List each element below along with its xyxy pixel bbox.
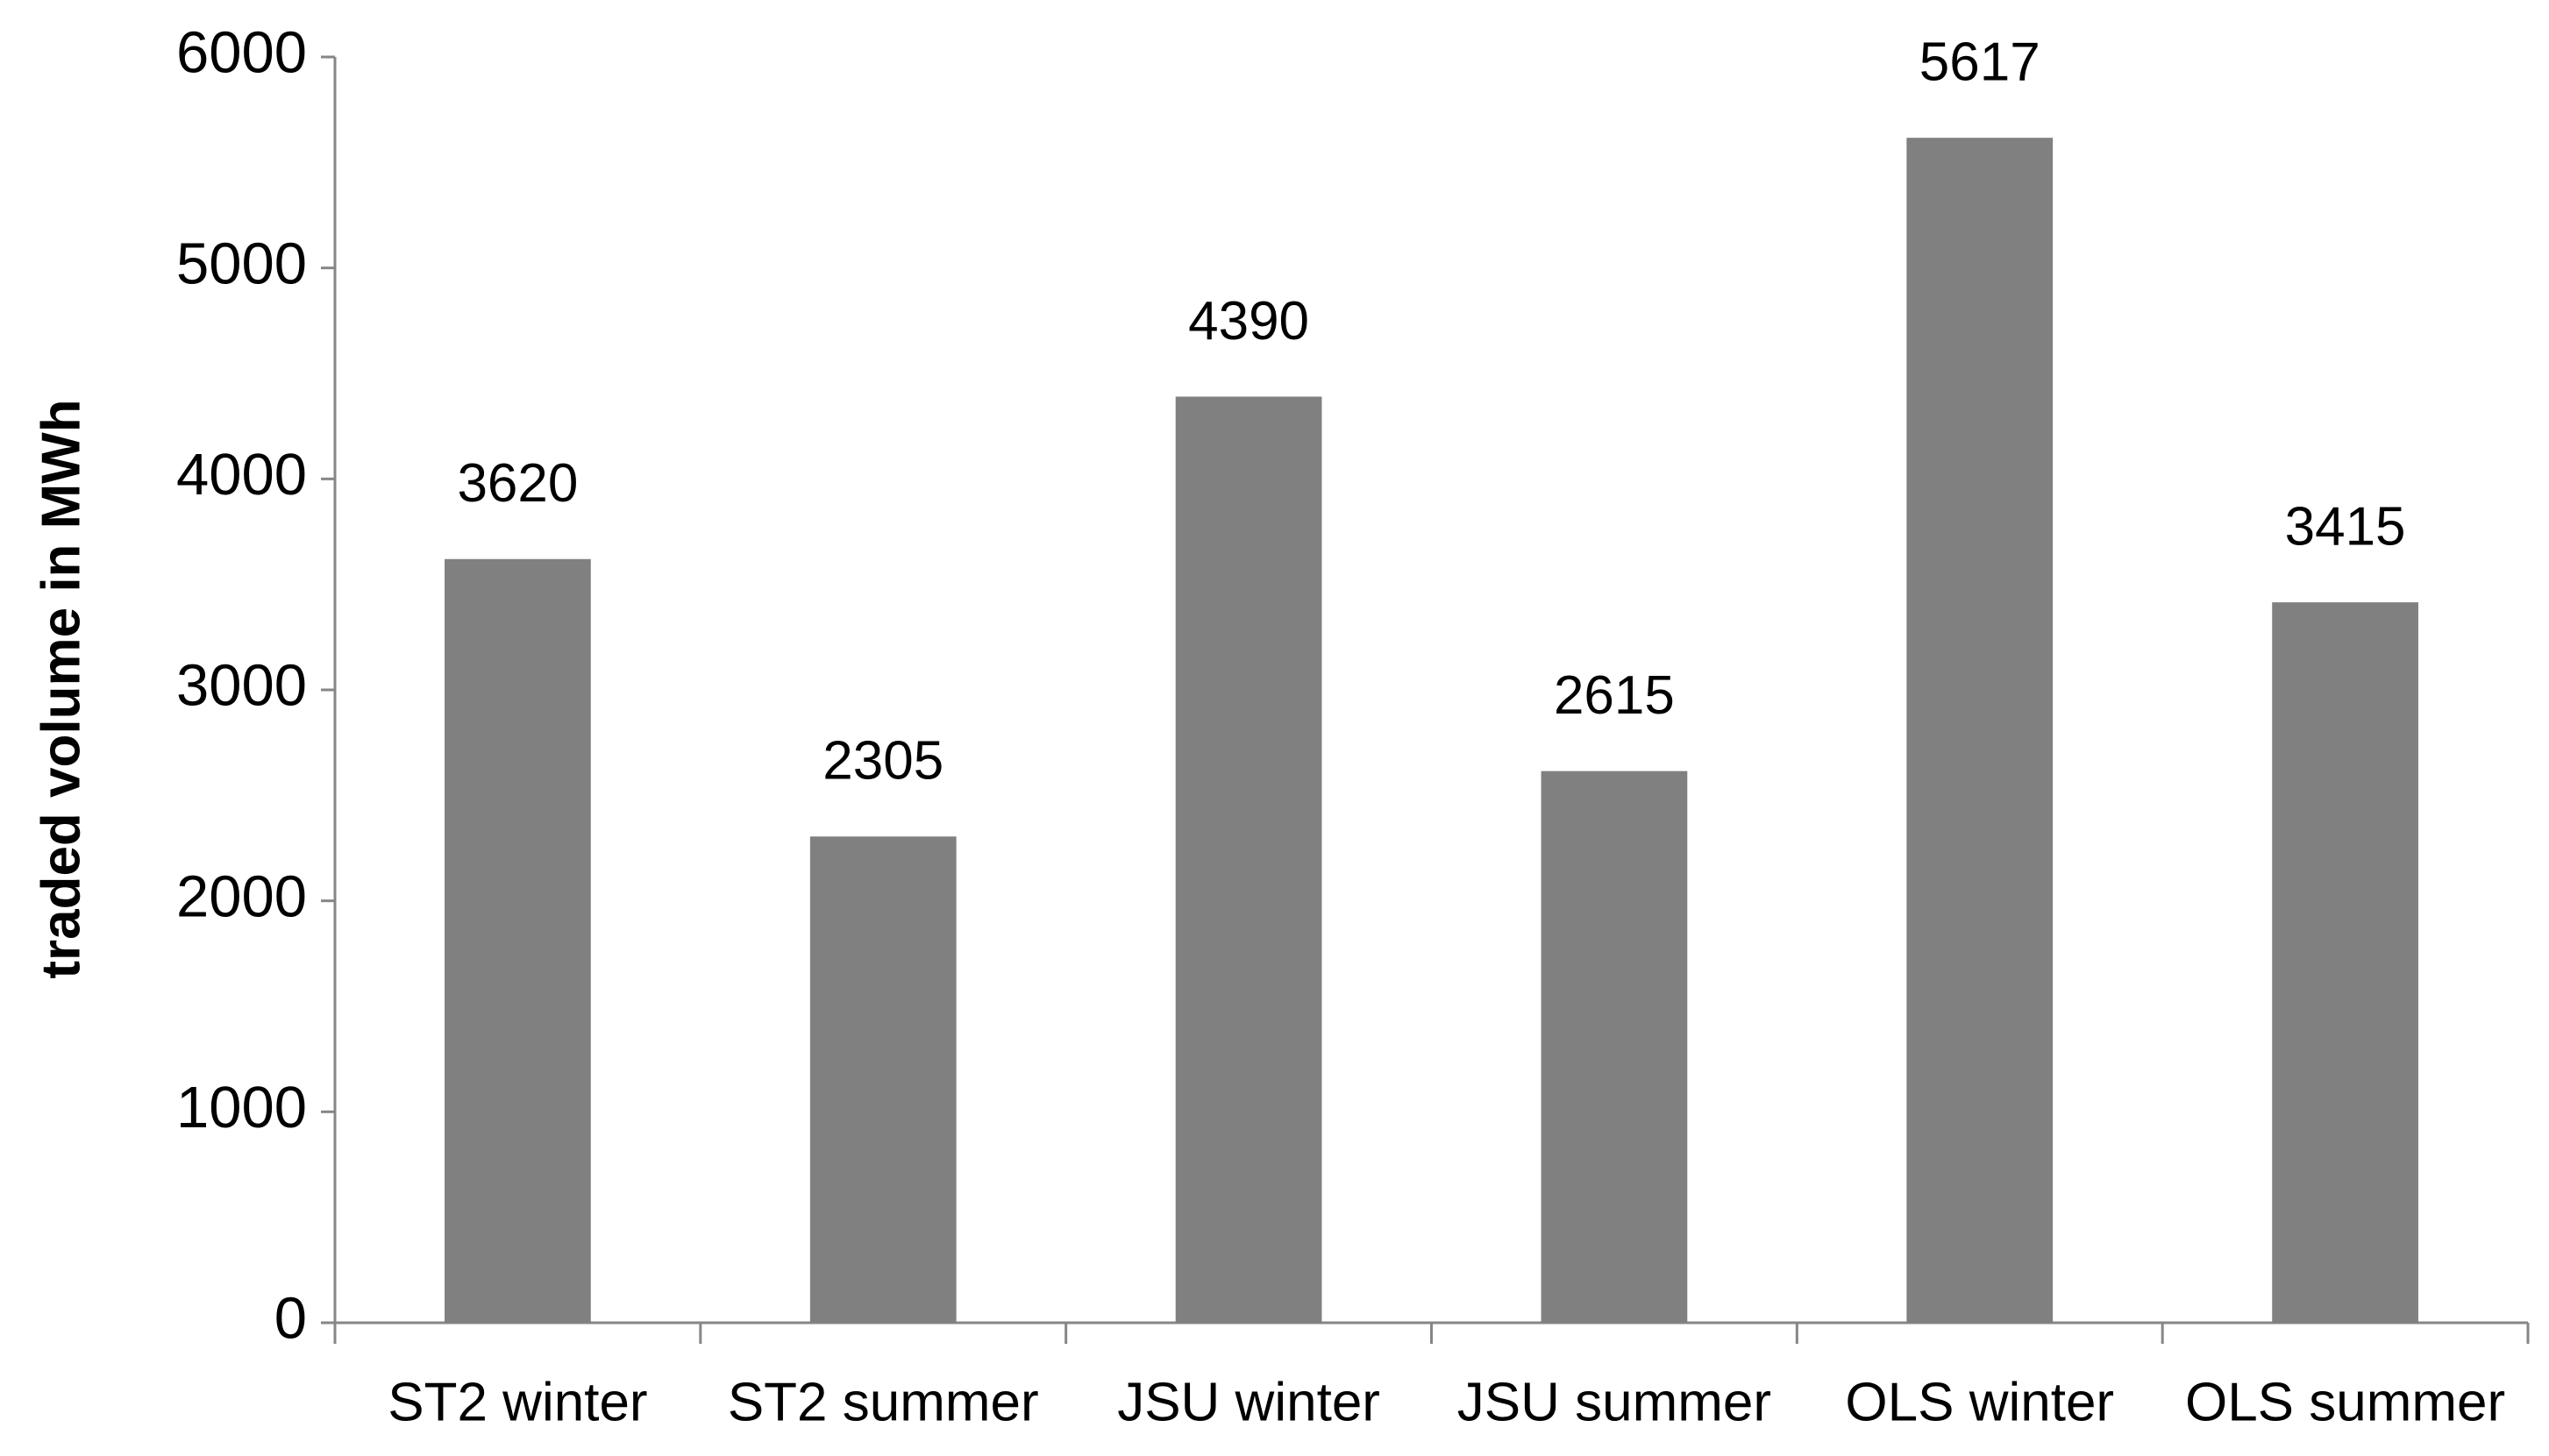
y-tick-label: 2000 — [176, 863, 307, 929]
bar — [1175, 396, 1322, 1323]
x-tick-label: ST2 summer — [728, 1372, 1039, 1432]
y-tick-label: 1000 — [176, 1075, 307, 1140]
bar — [2272, 602, 2418, 1323]
y-tick-label: 6000 — [176, 20, 307, 86]
y-tick-label: 3000 — [176, 653, 307, 719]
y-axis-title: traded volume in MWh — [31, 399, 91, 978]
data-label: 4390 — [1188, 291, 1309, 352]
data-label: 3620 — [457, 453, 578, 514]
x-tick-label: OLS winter — [1845, 1372, 2114, 1432]
data-label: 5617 — [1919, 32, 2040, 93]
data-label: 3415 — [2285, 496, 2406, 557]
data-label: 2305 — [822, 731, 943, 792]
bar — [1541, 771, 1688, 1323]
x-tick-label: JSU winter — [1117, 1372, 1380, 1432]
bar — [1906, 138, 2054, 1324]
y-tick-label: 4000 — [176, 442, 307, 508]
x-tick-label: JSU summer — [1457, 1372, 1771, 1432]
y-tick-label: 5000 — [176, 231, 307, 296]
x-tick-label: ST2 winter — [388, 1372, 647, 1432]
y-tick-label: 0 — [274, 1286, 307, 1352]
data-label: 2615 — [1554, 665, 1675, 726]
x-tick-label: OLS summer — [2185, 1372, 2505, 1432]
bar — [809, 836, 957, 1323]
bar — [445, 558, 591, 1323]
